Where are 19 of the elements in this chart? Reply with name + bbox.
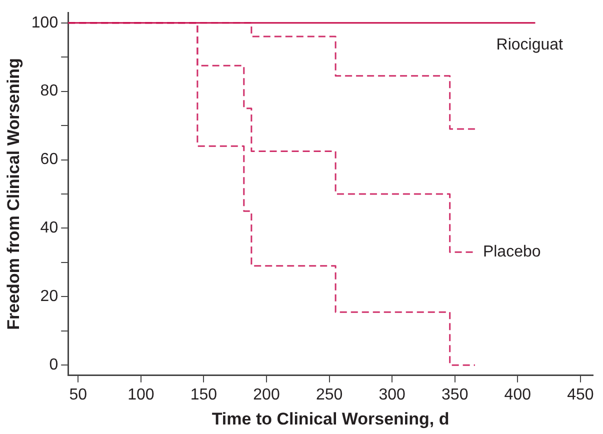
y-tick-label: 20 [40, 288, 58, 306]
x-tick-label: 400 [504, 386, 532, 404]
x-tick-label: 350 [442, 386, 468, 404]
x-tick-label: 200 [253, 386, 280, 404]
x-tick-label: 450 [567, 386, 594, 404]
x-axis-title: Time to Clinical Worsening, d [212, 409, 450, 428]
series-label: Placebo [482, 244, 541, 261]
x-tick-label: 150 [190, 386, 218, 404]
x-tick-label: 100 [128, 386, 154, 404]
series-label: Riociguat [496, 36, 564, 54]
y-tick-label: 100 [31, 14, 58, 32]
y-tick-label: 40 [40, 220, 58, 237]
y-tick-label: 60 [40, 151, 58, 168]
y-tick-label: 0 [49, 356, 58, 374]
y-tick-label: 80 [40, 82, 58, 100]
x-tick-label: 300 [378, 386, 406, 404]
x-tick-label: 250 [316, 386, 343, 404]
y-axis-title: Freedom from Clinical Worsening [4, 58, 23, 330]
x-tick-label: 50 [69, 386, 88, 404]
